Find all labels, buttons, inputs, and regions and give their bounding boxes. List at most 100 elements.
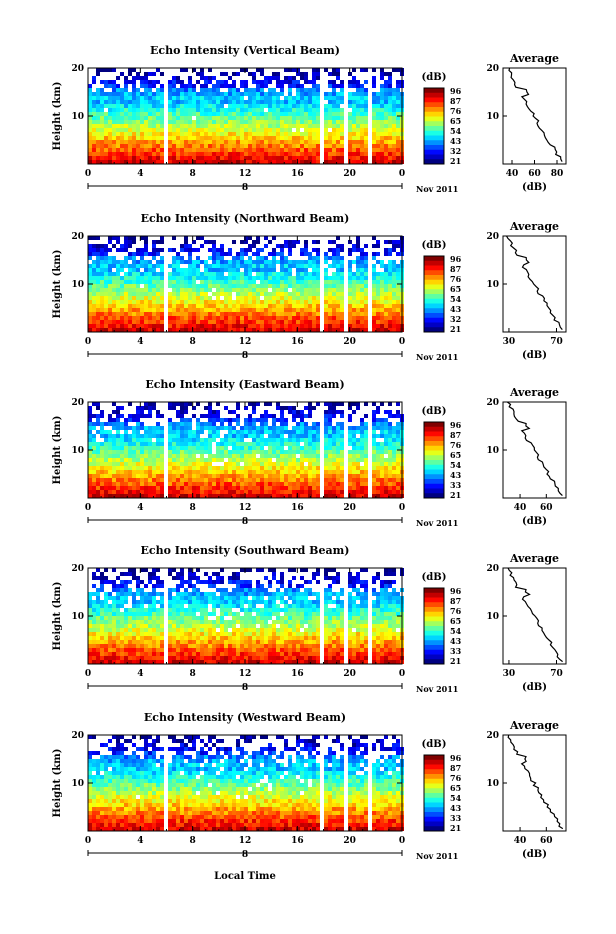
heatmap-cell: [120, 320, 124, 324]
heatmap-cell: [284, 116, 288, 120]
heatmap-cell: [312, 144, 316, 148]
heatmap-cell: [160, 156, 164, 160]
heatmap-cell: [348, 260, 352, 264]
heatmap-cell: [264, 478, 268, 482]
heatmap-cell: [396, 422, 400, 426]
heatmap-cell: [336, 248, 340, 252]
heatmap-cell: [132, 418, 136, 422]
heatmap-cell: [188, 84, 192, 88]
heatmap-cell: [372, 100, 376, 104]
heatmap-cell: [132, 108, 136, 112]
heatmap-cell: [384, 136, 388, 140]
heatmap-cell: [100, 414, 104, 418]
heatmap-cell: [280, 422, 284, 426]
heatmap-cell: [328, 108, 332, 112]
heatmap-cell: [288, 320, 292, 324]
heatmap-cell: [304, 100, 308, 104]
heatmap-cell: [160, 454, 164, 458]
heatmap-cell: [200, 474, 204, 478]
heatmap-cell: [308, 128, 312, 132]
heatmap-cell: [348, 304, 352, 308]
heatmap-cell: [288, 92, 292, 96]
heatmap-cell: [296, 92, 300, 96]
heatmap-cell: [176, 414, 180, 418]
heatmap-cell: [300, 454, 304, 458]
heatmap-cell: [340, 132, 344, 136]
heatmap-cell: [228, 296, 232, 300]
heatmap-cell: [124, 248, 128, 252]
heatmap-cell: [288, 430, 292, 434]
heatmap-cell: [308, 316, 312, 320]
heatmap-cell: [372, 434, 376, 438]
heatmap-cell: [268, 462, 272, 466]
heatmap-cell: [144, 96, 148, 100]
heatmap-cell: [328, 406, 332, 410]
heatmap-cell: [88, 482, 92, 486]
heatmap-cell: [348, 276, 352, 280]
heatmap-cell: [196, 140, 200, 144]
heatmap-cell: [232, 152, 236, 156]
heatmap-cell: [180, 328, 184, 332]
heatmap-cell: [364, 414, 368, 418]
heatmap-cell: [140, 426, 144, 430]
heatmap-cell: [228, 268, 232, 272]
heatmap-cell: [240, 494, 244, 498]
heatmap-cell: [380, 104, 384, 108]
heatmap-cell: [308, 320, 312, 324]
heatmap-cell: [392, 144, 396, 148]
heatmap-cell: [304, 128, 308, 132]
heatmap-cell: [224, 260, 228, 264]
heatmap-cell: [396, 136, 400, 140]
heatmap-cell: [260, 92, 264, 96]
heatmap-cell: [104, 442, 108, 446]
heatmap-cell: [328, 442, 332, 446]
heatmap-cell: [144, 450, 148, 454]
heatmap-cell: [296, 430, 300, 434]
heatmap-cell: [136, 426, 140, 430]
heatmap-cell: [280, 88, 284, 92]
heatmap-cell: [184, 104, 188, 108]
heatmap-cell: [92, 328, 96, 332]
heatmap-cell: [204, 84, 208, 88]
heatmap-cell: [392, 152, 396, 156]
heatmap-cell: [392, 240, 396, 244]
heatmap-cell: [244, 316, 248, 320]
heatmap-cell: [372, 76, 376, 80]
heatmap-cells: [88, 568, 404, 664]
heatmap-cell: [148, 88, 152, 92]
heatmap-cell: [132, 426, 136, 430]
heatmap-cell: [188, 112, 192, 116]
heatmap-cell: [284, 76, 288, 80]
heatmap-cell: [276, 120, 280, 124]
heatmap-cell: [336, 324, 340, 328]
heatmap-cell: [176, 446, 180, 450]
heatmap-cell: [180, 112, 184, 116]
heatmap-cell: [256, 100, 260, 104]
heatmap-cell: [148, 410, 152, 414]
heatmap-cell: [388, 280, 392, 284]
heatmap-cell: [240, 312, 244, 316]
heatmap-cell: [384, 92, 388, 96]
heatmap-cell: [332, 72, 336, 76]
heatmap-cell: [172, 474, 176, 478]
heatmap-cell: [332, 136, 336, 140]
heatmap-cell: [224, 450, 228, 454]
heatmap-cell: [388, 430, 392, 434]
heatmap-cell: [336, 276, 340, 280]
heatmap-cell: [300, 288, 304, 292]
heatmap-cell: [224, 96, 228, 100]
heatmap-cell: [212, 466, 216, 470]
heatmap-cell: [348, 148, 352, 152]
colorbar-band: [424, 155, 444, 160]
heatmap-cell: [252, 474, 256, 478]
heatmap-cell: [360, 300, 364, 304]
heatmap-cell: [204, 140, 208, 144]
heatmap-cell: [216, 100, 220, 104]
heatmap-cell: [140, 434, 144, 438]
heatmap-cell: [312, 272, 316, 276]
heatmap-cell: [96, 494, 100, 498]
heatmap-cell: [288, 450, 292, 454]
heatmap-cell: [324, 136, 328, 140]
heatmap-cell: [244, 474, 248, 478]
heatmap-cell: [220, 478, 224, 482]
